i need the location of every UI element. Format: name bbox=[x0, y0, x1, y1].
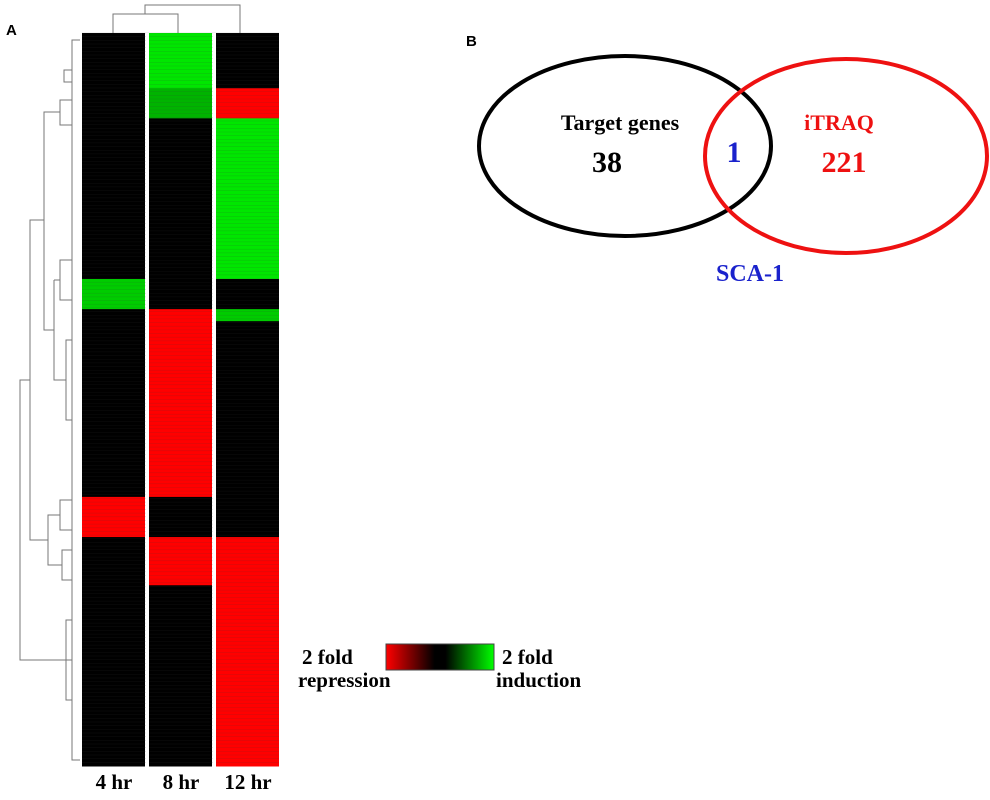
heatmap-block-c6-col3 bbox=[216, 321, 279, 498]
row-dendrogram bbox=[19, 39, 80, 761]
panel-a-letter: A bbox=[6, 22, 17, 39]
legend-repression-line1: 2 fold bbox=[302, 645, 353, 669]
heatmap-block-c3-col1 bbox=[82, 118, 145, 280]
heatmap-block-c9-col3 bbox=[216, 585, 279, 767]
heatmap-block-c6-col2 bbox=[149, 321, 212, 498]
heatmap-block-c2-col2 bbox=[149, 88, 212, 119]
heatmap-block-c6-col1 bbox=[82, 321, 145, 498]
heatmap-block-c8-col2 bbox=[149, 537, 212, 586]
venn-right-count: 221 bbox=[822, 146, 867, 179]
heatmap-block-c9-col1 bbox=[82, 585, 145, 767]
venn-left-count: 38 bbox=[592, 146, 622, 179]
legend-repression-label: 2 fold repression bbox=[298, 646, 391, 692]
venn-right-label: iTRAQ bbox=[804, 110, 874, 135]
column-separator bbox=[146, 33, 149, 767]
column-label-4hr: 4 hr bbox=[95, 770, 133, 794]
column-label-12hr: 12 hr bbox=[224, 770, 272, 794]
column-label-8hr: 8 hr bbox=[162, 770, 200, 794]
color-scale-bar bbox=[385, 643, 495, 671]
panel-b-letter: B bbox=[466, 33, 477, 50]
heatmap-block-c5-col2 bbox=[149, 309, 212, 322]
heatmap-block-c8-col3 bbox=[216, 537, 279, 586]
column-separator bbox=[213, 33, 216, 767]
heatmap-block-c4-col1 bbox=[82, 279, 145, 310]
heatmap-block-c7-col2 bbox=[149, 496, 212, 538]
heatmap-block-c2-col3 bbox=[216, 88, 279, 119]
venn-right-ellipse bbox=[703, 57, 989, 255]
heatmap-block-c3-col3 bbox=[216, 118, 279, 280]
heatmap-block-c8-col1 bbox=[82, 537, 145, 586]
legend-induction-line2: induction bbox=[496, 668, 582, 692]
venn-overlap-gene: SCA-1 bbox=[716, 261, 784, 287]
heatmap-block-c4-col2 bbox=[149, 279, 212, 310]
heatmap-block-c9-col2 bbox=[149, 585, 212, 767]
heatmap-block-c1-col2 bbox=[149, 33, 212, 89]
heatmap-block-c2-col1 bbox=[82, 88, 145, 119]
heatmap-block-c3-col2 bbox=[149, 118, 212, 280]
heatmap-block-c5-col1 bbox=[82, 309, 145, 322]
heatmap-block-c1-col3 bbox=[216, 33, 279, 89]
venn-overlap-count: 1 bbox=[727, 136, 742, 169]
heatmap-block-c5-col3 bbox=[216, 309, 279, 322]
heatmap-cells bbox=[82, 32, 279, 767]
legend-repression-line2: repression bbox=[298, 668, 391, 692]
legend-induction-line1: 2 fold bbox=[502, 645, 553, 669]
legend-induction-label: 2 fold induction bbox=[496, 646, 581, 692]
heatmap-block-c4-col3 bbox=[216, 279, 279, 310]
column-dendrogram bbox=[112, 4, 241, 33]
heatmap-block-c1-col1 bbox=[82, 33, 145, 89]
heatmap-block-c7-col3 bbox=[216, 496, 279, 538]
heatmap-block-c7-col1 bbox=[82, 496, 145, 538]
venn-left-ellipse bbox=[477, 54, 773, 238]
venn-left-label: Target genes bbox=[561, 110, 680, 135]
